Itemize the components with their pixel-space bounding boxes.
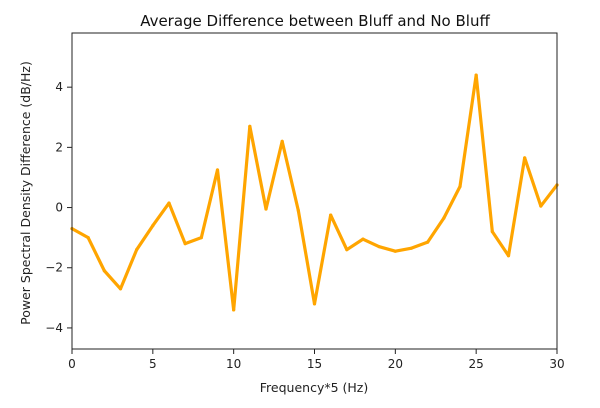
data-point [506,254,511,258]
data-point [86,236,90,240]
x-tick-label: 15 [307,357,322,371]
chart-title: Average Difference between Bluff and No … [140,12,490,30]
data-point [151,224,155,228]
plot-frame [71,32,558,350]
x-axis-ticks: 0 5 10 15 20 25 30 [68,349,565,371]
data-point [280,139,284,143]
data-point [361,237,365,241]
y-tick-label: 0 [55,201,63,215]
data-point [312,302,317,306]
data-point [329,213,333,217]
series-group [70,73,559,312]
x-axis-label: Frequency*5 (Hz) [260,380,368,395]
data-point [539,204,543,208]
data-point [167,201,171,205]
data-point [102,269,106,273]
data-point [215,168,220,172]
data-point [474,73,478,77]
y-tick-label: −4 [45,321,63,335]
data-point [458,184,462,189]
data-point [393,249,397,253]
y-axis-label: Power Spectral Density Difference (dB/Hz… [18,61,33,325]
data-point [490,230,494,234]
y-tick-label: 4 [55,80,63,94]
x-tick-label: 25 [469,357,484,371]
data-point [199,236,203,240]
data-point [118,287,123,291]
x-tick-label: 20 [388,357,403,371]
data-point [523,156,527,160]
x-tick-label: 0 [68,357,76,371]
data-point [345,248,349,252]
y-axis-ticks: −4 −2 0 2 4 [45,80,72,335]
data-point [409,246,414,250]
data-point [377,245,381,249]
x-tick-label: 10 [226,357,241,371]
data-point [135,248,139,252]
x-tick-label: 5 [149,357,157,371]
data-point [248,124,252,128]
data-point [426,240,430,244]
data-point [264,207,268,211]
data-point [232,308,236,312]
data-point [183,242,187,246]
y-tick-label: −2 [45,261,63,275]
data-point [442,216,446,220]
data-point [296,208,300,213]
x-tick-label: 30 [549,357,564,371]
series-line [70,73,559,312]
y-tick-label: 2 [55,140,63,154]
